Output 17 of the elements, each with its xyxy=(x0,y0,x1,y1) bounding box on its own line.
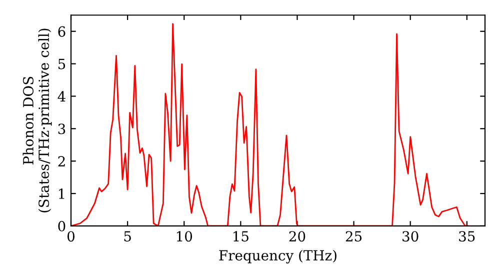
y-axis-title: Phonon DOS (States/THz·primitive cell) xyxy=(22,28,52,212)
x-tick-label: 25 xyxy=(346,231,362,242)
y-tick-label: 6 xyxy=(58,26,66,37)
y-tick-label: 4 xyxy=(58,91,66,102)
x-tick-label: 15 xyxy=(234,231,248,242)
y-tick-label: 0 xyxy=(58,220,66,232)
x-axis-title: Frequency (THz) xyxy=(219,250,336,264)
x-tick-label: 20 xyxy=(289,231,306,242)
y-tick-label: 2 xyxy=(58,156,65,166)
x-tick-label: 5 xyxy=(124,231,131,242)
x-tick-label: 0 xyxy=(67,231,74,242)
x-tick-label: 30 xyxy=(402,231,418,242)
y-tick-label: 5 xyxy=(58,58,66,70)
y-tick-label: 3 xyxy=(58,124,66,134)
y-tick-label: 1 xyxy=(58,188,64,199)
x-tick-label: 35 xyxy=(459,231,475,242)
x-tick-label: 10 xyxy=(176,231,192,242)
